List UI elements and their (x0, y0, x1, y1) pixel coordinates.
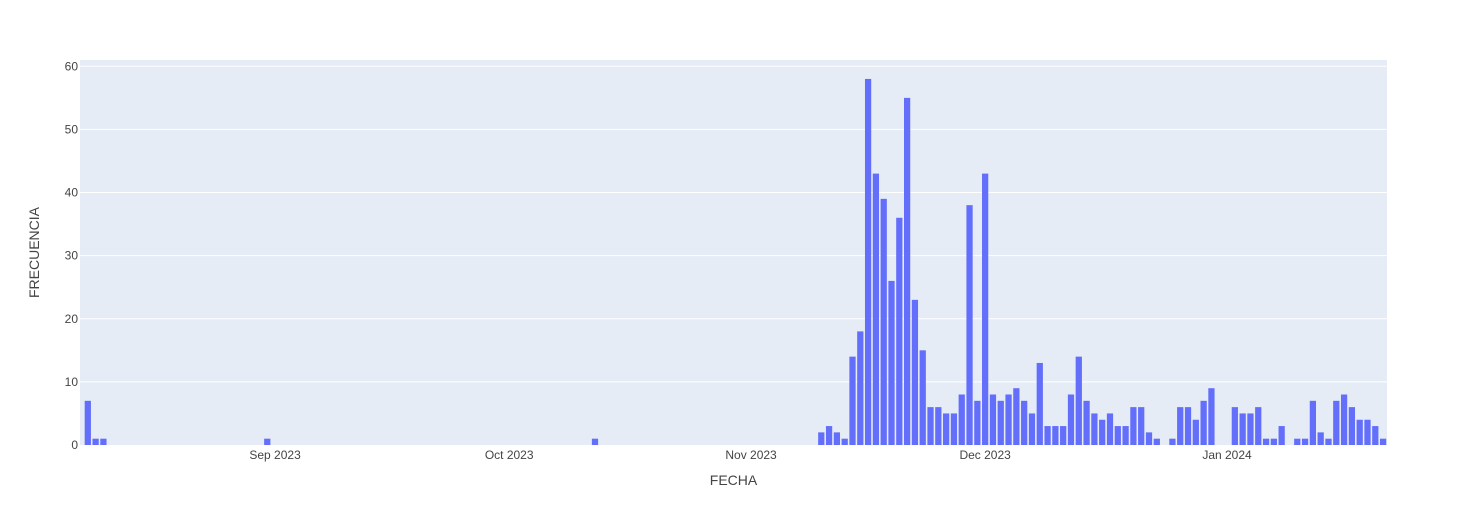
bar (92, 438, 99, 445)
bar (966, 205, 973, 445)
bar (1091, 413, 1098, 445)
bar (950, 413, 958, 445)
bar (818, 432, 825, 445)
bar (1153, 438, 1160, 445)
bar (1255, 407, 1262, 445)
x-tick-label: Sep 2023 (249, 448, 301, 462)
bar (1052, 426, 1059, 445)
x-tick-label: Dec 2023 (959, 448, 1011, 462)
bar (849, 356, 856, 445)
bar (1247, 413, 1254, 445)
bar (1122, 426, 1129, 445)
bar (84, 400, 91, 445)
bar (1145, 432, 1153, 445)
y-tick-label: 30 (65, 249, 79, 263)
x-tick-label: Nov 2023 (725, 448, 777, 462)
bar (1184, 407, 1192, 445)
bar (1169, 438, 1176, 445)
bar (857, 331, 864, 445)
bar (903, 97, 911, 446)
bar (591, 438, 599, 445)
bar (264, 438, 271, 445)
bar (1036, 362, 1043, 445)
bar (1379, 438, 1387, 445)
bar (1262, 438, 1270, 445)
bar (958, 394, 965, 445)
bar (1325, 438, 1332, 445)
bar (1294, 438, 1301, 445)
bar (864, 78, 872, 446)
bar (1192, 419, 1199, 445)
bar (927, 407, 934, 445)
bar (1138, 407, 1145, 445)
bar (1060, 426, 1067, 445)
x-axis-ticks: Sep 2023 Oct 2023 Nov 2023 Dec 2023 Jan 2024 (249, 448, 1252, 462)
y-tick-label: 20 (65, 312, 79, 326)
bar (1005, 394, 1012, 445)
bar (1333, 400, 1340, 445)
bar (1356, 419, 1363, 445)
bar (1067, 394, 1075, 445)
bar (919, 350, 926, 445)
bar (989, 394, 997, 445)
y-tick-label: 0 (71, 438, 78, 452)
bar (1348, 407, 1356, 445)
bar (1239, 413, 1246, 445)
bar (841, 438, 848, 445)
bar (1364, 419, 1371, 445)
bar (100, 438, 107, 445)
x-tick-label: Jan 2024 (1202, 448, 1252, 462)
y-tick-label: 50 (65, 122, 79, 136)
bar (1317, 432, 1324, 445)
bar (1044, 426, 1051, 445)
bar (880, 198, 887, 445)
bar (1083, 400, 1090, 445)
bar (1270, 438, 1277, 445)
x-axis-title: FECHA (710, 472, 758, 488)
bar (1340, 394, 1348, 445)
bar (1177, 407, 1184, 445)
bar (997, 400, 1004, 445)
gridlines (80, 65, 1387, 383)
bar (1106, 413, 1114, 445)
bar (982, 173, 989, 445)
bar (872, 173, 880, 445)
bar (974, 400, 981, 445)
bar (1028, 413, 1036, 445)
y-axis-title: FRECUENCIA (26, 206, 42, 298)
x-tick-label: Oct 2023 (485, 448, 534, 462)
bar (1208, 388, 1215, 445)
bar (1099, 419, 1106, 445)
bar (1021, 400, 1028, 445)
plot-area (80, 60, 1387, 445)
bar (1114, 426, 1121, 445)
bar (833, 432, 841, 445)
bar (1278, 426, 1285, 445)
bar (1130, 407, 1137, 445)
bars (84, 78, 1387, 446)
bar (911, 299, 919, 445)
y-tick-label: 60 (65, 59, 79, 73)
bar (1075, 356, 1082, 445)
bar (888, 280, 895, 445)
bar (943, 413, 950, 445)
bar (825, 426, 833, 445)
bar (1013, 388, 1020, 445)
y-axis-ticks: 0 10 20 30 40 50 60 (65, 59, 79, 452)
bar (1372, 426, 1379, 445)
bar (1301, 438, 1309, 445)
bar (896, 217, 903, 445)
y-tick-label: 40 (65, 186, 79, 200)
bar (1309, 400, 1316, 445)
bar (1231, 407, 1238, 445)
y-tick-label: 10 (65, 375, 79, 389)
bar (1200, 400, 1207, 445)
bar (935, 407, 942, 445)
